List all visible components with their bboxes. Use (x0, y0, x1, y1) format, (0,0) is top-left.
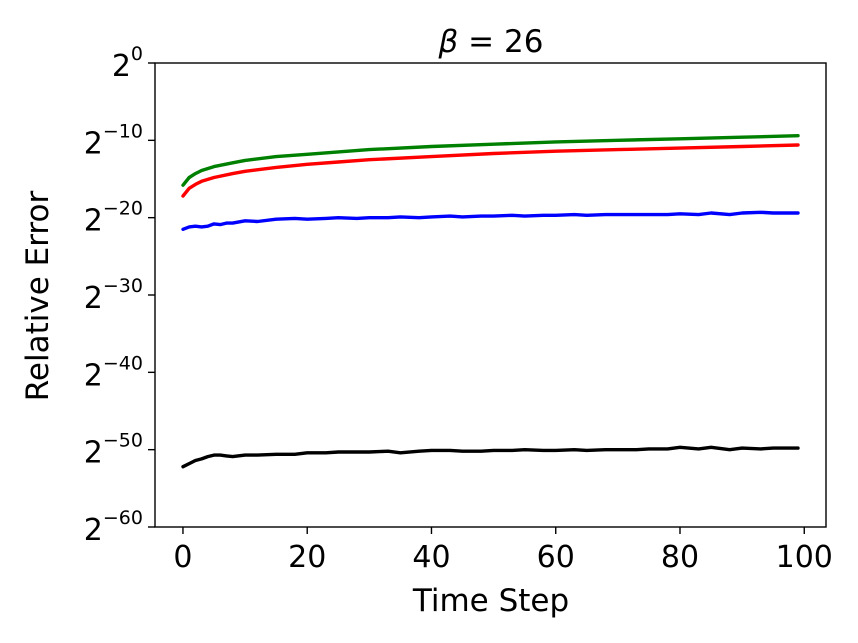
chart-title-equals: = (458, 24, 504, 60)
x-tick-label: 60 (537, 540, 575, 575)
chart-title-symbol: β (438, 24, 459, 60)
x-tick-label: 0 (173, 540, 192, 575)
y-tick-label: 2−40 (84, 352, 143, 393)
x-axis-ticks: 0 20 40 60 80 100 (173, 527, 833, 575)
series-line-3 (181, 210, 800, 232)
x-tick-label: 40 (412, 540, 450, 575)
y-tick-label: 20 (112, 43, 143, 84)
x-tick-label: 20 (288, 540, 326, 575)
series-line-2 (181, 143, 800, 198)
series-line-1 (181, 133, 800, 187)
y-tick-label: 2−50 (84, 430, 143, 471)
chart-title: β = 26 (438, 24, 544, 60)
series-layer (181, 133, 800, 469)
plot-frame (154, 62, 827, 528)
x-tick-label: 100 (776, 540, 833, 575)
y-tick-label: 2−60 (84, 507, 143, 548)
x-tick-label: 80 (661, 540, 699, 575)
series-line-4 (181, 445, 800, 469)
y-tick-label: 2−20 (84, 198, 143, 239)
chart-title-value: 26 (504, 24, 543, 60)
y-tick-label: 2−10 (84, 120, 143, 161)
y-axis-label: Relative Error (20, 191, 56, 402)
y-axis-ticks: 20 2−10 2−20 2−30 2−40 2−50 2−60 (84, 43, 155, 548)
x-axis-label: Time Step (412, 583, 569, 619)
y-tick-label: 2−30 (84, 275, 143, 316)
